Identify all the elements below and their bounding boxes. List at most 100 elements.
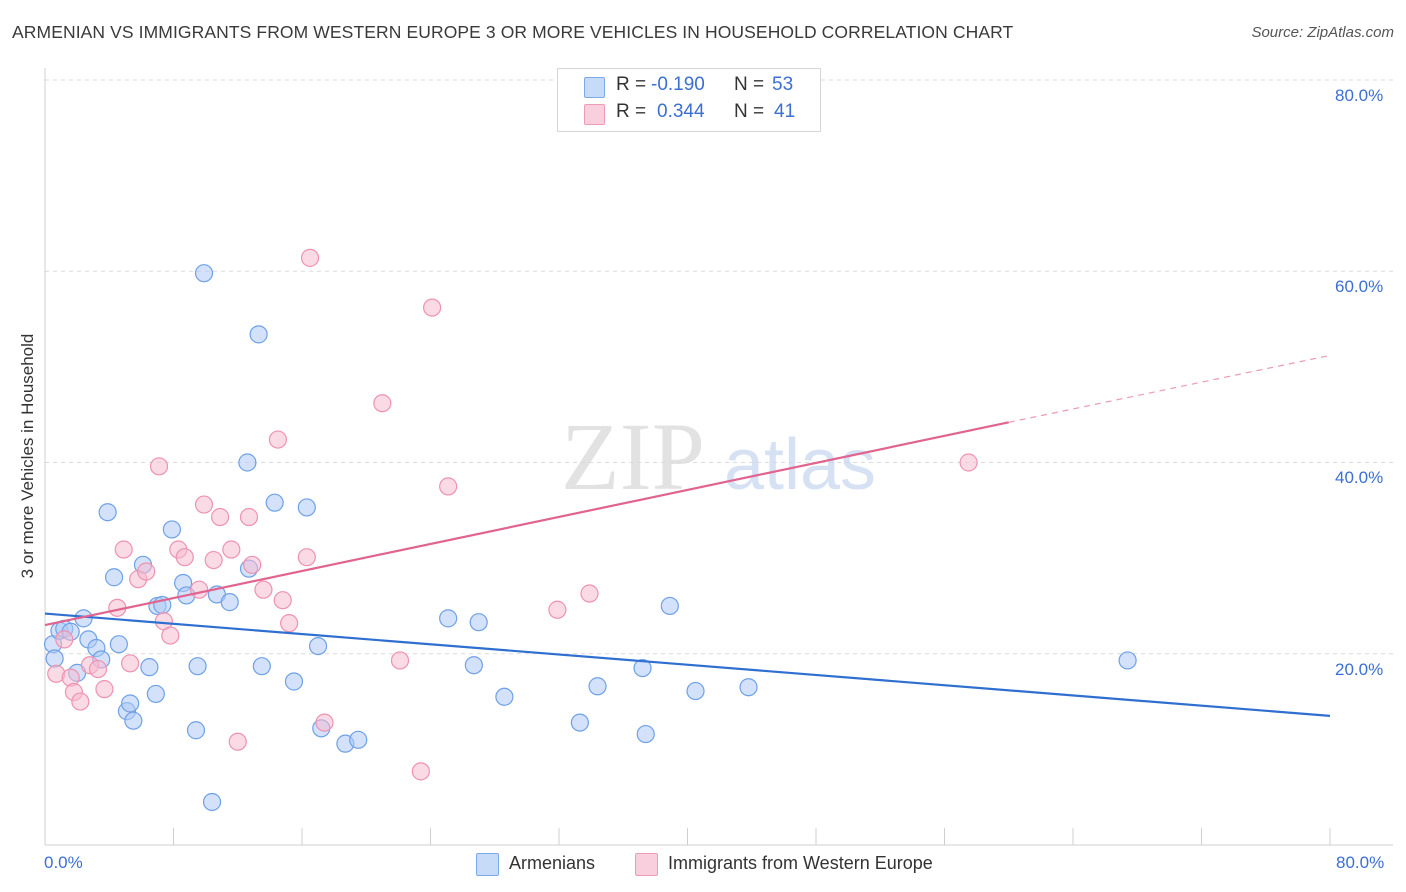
immigrants-point <box>190 580 209 599</box>
source-label: Source: ZipAtlas.com <box>1251 24 1394 41</box>
armenians-point <box>297 498 316 517</box>
bottom-legend-label-armenians: Armenians <box>509 853 596 873</box>
armenians-point <box>495 687 514 706</box>
immigrants-point <box>373 394 392 413</box>
armenians-point <box>194 264 214 283</box>
armenians-point <box>162 520 181 539</box>
armenians-trend-line <box>44 612 1331 718</box>
y-tick-40: 40.0% <box>1335 468 1384 487</box>
armenians-point <box>1118 651 1137 670</box>
immigrants-point <box>548 600 567 619</box>
immigrants-point <box>273 591 292 610</box>
bottom-legend-swatch-armenians <box>476 853 499 876</box>
immigrants-point <box>439 477 458 496</box>
x-tick-min: 0.0% <box>44 853 83 872</box>
armenians-point <box>121 694 140 713</box>
armenians-point <box>633 658 652 678</box>
immigrants-point <box>175 548 194 567</box>
immigrants-point <box>580 584 599 603</box>
armenians-point <box>686 681 705 701</box>
y-axis-label: 3 or more Vehicles in Household <box>18 333 37 579</box>
armenians-point <box>109 635 128 654</box>
armenians-point <box>588 677 607 696</box>
armenians-point <box>570 713 589 732</box>
immigrants-point <box>243 555 262 574</box>
watermark-atlas: atlas <box>724 425 876 505</box>
armenians-points <box>43 264 1137 812</box>
armenians-point <box>45 649 64 668</box>
legend-swatch-immigrants <box>584 104 605 125</box>
watermark-zip: ZIP <box>561 403 705 510</box>
armenians-point <box>636 724 655 744</box>
immigrants-point <box>959 453 978 472</box>
bottom-legend-swatch-immigrants <box>635 853 658 876</box>
armenians-point <box>220 593 239 612</box>
legend-n-label: N = <box>734 101 765 122</box>
immigrants-point <box>297 548 316 567</box>
immigrants-point <box>315 713 334 732</box>
immigrants-point <box>411 762 430 781</box>
armenians-point <box>186 721 206 740</box>
immigrants-point <box>55 630 74 649</box>
legend-r-value: 0.344 <box>657 101 705 122</box>
armenians-point <box>238 453 257 472</box>
armenians-point <box>469 613 488 632</box>
immigrants-point <box>390 651 410 670</box>
trend-lines <box>44 354 1331 718</box>
armenians-point <box>140 658 159 677</box>
armenians-point <box>104 568 124 587</box>
y-tick-80: 80.0% <box>1335 86 1384 105</box>
immigrants-points <box>47 248 978 781</box>
immigrants-point <box>88 659 108 679</box>
immigrants-point <box>280 614 299 633</box>
axes <box>44 68 1393 846</box>
bottom-legend-label-immigrants: Immigrants from Western Europe <box>668 853 933 873</box>
y-tick-60: 60.0% <box>1335 277 1384 296</box>
chart-title: ARMENIAN VS IMMIGRANTS FROM WESTERN EURO… <box>12 22 1014 42</box>
immigrants-point <box>268 430 288 449</box>
armenians-point <box>739 678 758 697</box>
armenians-point <box>188 657 207 676</box>
armenians-point <box>464 656 483 675</box>
immigrants-trend-line <box>44 421 1009 627</box>
immigrants-point <box>71 692 90 711</box>
armenians-point <box>146 684 165 704</box>
immigrants-point <box>95 680 114 699</box>
armenians-point <box>202 792 222 812</box>
immigrants-point <box>137 562 156 581</box>
correlation-legend: R = -0.190 N = 53 R = 0.344 N = 41 <box>557 68 821 132</box>
legend-r-label: R = <box>616 74 647 95</box>
armenians-point <box>308 636 328 656</box>
legend-swatch-armenians <box>584 77 605 98</box>
immigrants-point <box>149 457 169 476</box>
immigrants-point <box>254 580 273 599</box>
immigrants-trend-extension <box>1008 354 1331 423</box>
armenians-point <box>349 730 368 749</box>
armenians-point <box>660 596 679 616</box>
immigrants-point <box>204 550 223 570</box>
immigrants-point <box>300 248 320 267</box>
immigrants-point <box>121 654 140 673</box>
immigrants-point <box>114 540 133 559</box>
legend-n-value: 41 <box>774 101 796 122</box>
immigrants-point <box>228 732 247 751</box>
armenians-point <box>284 672 304 691</box>
x-tick-max: 80.0% <box>1336 853 1385 872</box>
immigrants-point <box>210 507 230 527</box>
immigrants-point <box>194 495 214 514</box>
armenians-point <box>439 609 458 628</box>
immigrants-point <box>161 626 180 645</box>
armenians-point <box>98 503 117 522</box>
immigrants-point <box>239 507 259 527</box>
legend-r-label: R = <box>616 101 647 122</box>
legend-r-value: -0.190 <box>651 74 705 95</box>
immigrants-point <box>222 540 241 559</box>
armenians-point <box>249 325 268 344</box>
armenians-point <box>252 657 271 676</box>
legend-n-value: 53 <box>772 74 794 95</box>
immigrants-point <box>423 298 442 317</box>
y-tick-20: 20.0% <box>1335 660 1384 679</box>
armenians-point <box>265 493 284 512</box>
legend-n-label: N = <box>734 74 765 95</box>
